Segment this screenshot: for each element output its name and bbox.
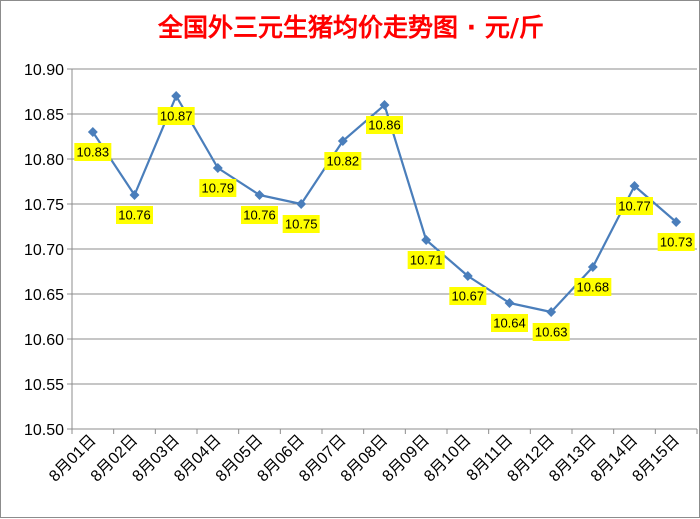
data-label-background xyxy=(616,197,653,215)
y-tick-label: 10.60 xyxy=(24,332,64,349)
data-label: 10.86 xyxy=(368,118,401,133)
x-axis-tick-labels: 8月01日8月02日8月03日8月04日8月05日8月06日8月07日8月08日… xyxy=(46,432,683,486)
y-tick-label: 10.90 xyxy=(24,62,64,79)
y-tick-label: 10.70 xyxy=(24,242,64,259)
data-label: 10.68 xyxy=(577,280,610,295)
data-label-background xyxy=(116,206,153,224)
data-point-marker xyxy=(171,91,182,101)
y-tick-label: 10.65 xyxy=(24,287,64,304)
data-point-marker xyxy=(629,181,640,191)
data-point-marker xyxy=(421,235,432,245)
y-tick-label: 10.50 xyxy=(24,422,64,439)
data-label-background xyxy=(157,107,195,125)
data-label-background xyxy=(282,215,320,233)
data-label-background xyxy=(324,152,362,170)
data-label: 10.82 xyxy=(327,154,360,169)
data-point-marker xyxy=(337,136,348,146)
y-tick-label: 10.85 xyxy=(24,107,64,124)
data-label-background xyxy=(532,323,570,341)
data-label: 10.73 xyxy=(660,235,693,250)
data-label: 10.76 xyxy=(118,208,151,223)
data-point-marker xyxy=(296,199,307,209)
data-point-marker xyxy=(129,190,140,200)
data-label-background xyxy=(574,278,612,296)
data-label-background xyxy=(657,233,695,251)
data-point-marker xyxy=(587,262,598,272)
data-label-background xyxy=(491,314,528,332)
data-label: 10.87 xyxy=(160,109,193,124)
data-label: 10.75 xyxy=(285,217,318,232)
watermark-text: 微信号: shengzhuiage xyxy=(507,481,666,499)
y-tick-label: 10.55 xyxy=(24,377,64,394)
data-label: 10.64 xyxy=(493,316,526,331)
data-point-marker xyxy=(504,298,515,308)
data-point-marker xyxy=(254,190,265,200)
chart-title: 全国外三元生猪均价走势图 · 元/斤 xyxy=(157,13,544,42)
x-tick-label: 8月15日 xyxy=(629,432,683,486)
data-label: 10.83 xyxy=(77,145,110,160)
y-axis-tick-labels: 10.90 10.85 10.80 10.75 10.70 10.65 10.60 10.55… xyxy=(24,62,64,439)
data-label-background xyxy=(366,116,403,134)
data-label-background xyxy=(241,206,278,224)
data-point-marker xyxy=(87,127,98,137)
axes xyxy=(67,68,698,434)
wechat-icon xyxy=(484,481,507,499)
data-label: 10.71 xyxy=(410,253,443,268)
y-tick-label: 10.75 xyxy=(24,197,64,214)
data-point-marker xyxy=(546,307,557,317)
data-label-background xyxy=(199,179,237,197)
data-label: 10.79 xyxy=(202,181,235,196)
data-label: 10.77 xyxy=(618,199,651,214)
data-point-marker xyxy=(462,271,473,281)
data-label: 10.67 xyxy=(452,289,485,304)
data-labels: 10.83 10.76 10.87 10.79 10.76 10.75 10.82 10.86… xyxy=(74,107,695,341)
data-point-marker xyxy=(671,217,682,227)
y-tick-label: 10.80 xyxy=(24,152,64,169)
data-label-background xyxy=(74,143,112,161)
data-label-background xyxy=(449,287,487,305)
x-tick-label: 8月10日 xyxy=(421,432,475,486)
watermark: 微信号: shengzhuiage xyxy=(484,481,666,499)
data-label: 10.63 xyxy=(535,325,568,340)
data-label: 10.76 xyxy=(243,208,276,223)
data-label-background xyxy=(407,251,445,269)
data-point-marker xyxy=(212,163,223,173)
